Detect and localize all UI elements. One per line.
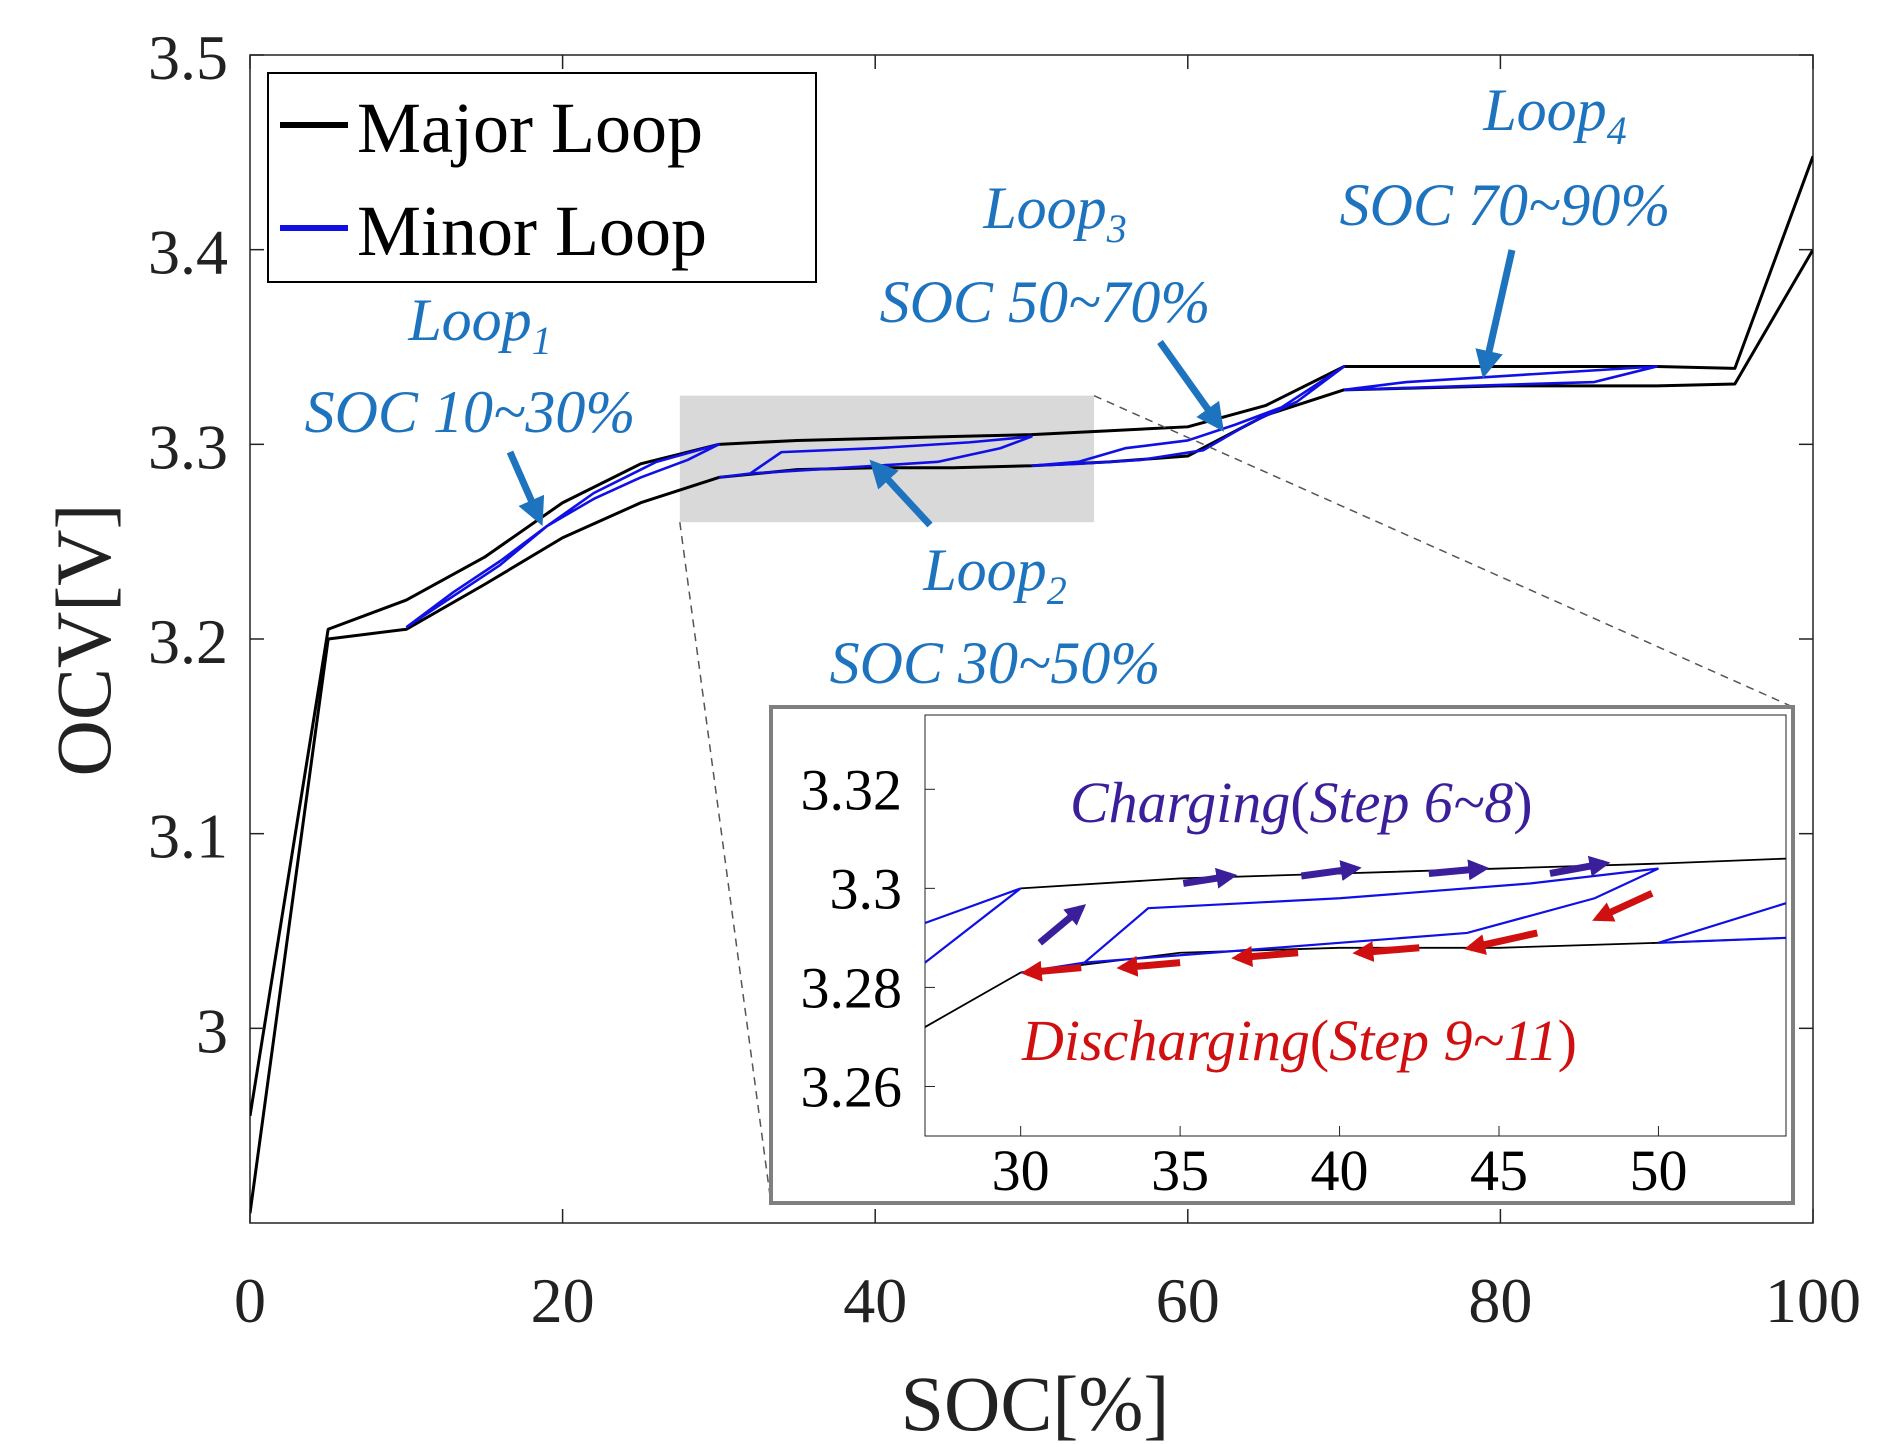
loop3-title: Loop3: [982, 175, 1126, 251]
minor-loop-line-3: [1343, 365, 1658, 392]
loop3-range: SOC 50~70%: [880, 269, 1211, 335]
discharging-arrow: [1464, 929, 1539, 955]
inset-arrows: [1020, 855, 1654, 982]
loop1-arrow: [506, 450, 545, 526]
inset-chart: 30 35 40 45 50 3.26 3.28 3.3 3.32 Charging(Step …: [769, 705, 1795, 1205]
discharging-label: Discharging(Step 9~11): [1021, 1008, 1577, 1073]
inset-y-tick-label: 3.32: [801, 757, 903, 822]
loop1-range: SOC 10~30%: [305, 379, 636, 445]
zoom-connectors: [679, 394, 1794, 1204]
charging-arrow: [1182, 867, 1238, 889]
inset-axis-ticks: 30 35 40 45 50 3.26 3.28 3.3 3.32: [801, 757, 1688, 1203]
inset-series: [925, 857, 1786, 1028]
loop1-title: Loop1: [407, 287, 551, 363]
y-tick-label: 3.1: [148, 801, 228, 872]
major-loop-line-0: [250, 155, 1813, 1117]
x-tick-label: 80: [1468, 1265, 1532, 1336]
legend: Major Loop Minor Loop: [267, 72, 817, 283]
minor-loop-line-1: [718, 435, 1033, 479]
zoom-region-highlight: [679, 395, 1095, 523]
discharging-arrow: [1116, 955, 1181, 977]
legend-box: [267, 72, 817, 283]
charging-label: Charging(Step 6~8): [1070, 770, 1533, 835]
inset-x-tick-label: 35: [1151, 1138, 1209, 1203]
inset-y-tick-label: 3.3: [830, 856, 903, 921]
discharging-arrow: [1592, 890, 1654, 922]
loop4-arrow: [1475, 249, 1516, 379]
inset-x-tick-label: 30: [992, 1138, 1050, 1203]
x-tick-label: 0: [234, 1265, 266, 1336]
inset-minor-line: [925, 887, 1022, 925]
loop2-title: Loop2: [922, 537, 1066, 613]
charging-arrow: [1549, 855, 1611, 877]
x-axis-title: SOC[%]: [901, 1360, 1170, 1444]
connector-line: [679, 522, 772, 1204]
y-tick-label: 3.2: [148, 606, 228, 677]
x-tick-label: 40: [843, 1265, 907, 1336]
inset-y-tick-label: 3.26: [801, 1054, 903, 1119]
inset-minor-line: [1658, 902, 1786, 944]
x-tick-label: 60: [1156, 1265, 1220, 1336]
charging-arrow: [1037, 904, 1087, 946]
charging-arrow: [1300, 860, 1362, 881]
legend-label-minor: Minor Loop: [357, 191, 707, 271]
legend-label-major: Major Loop: [357, 88, 703, 168]
main-axis-ticks: 0 20 40 60 80 100 3 3.1 3.2 3.3 3.4 3.5: [148, 22, 1861, 1336]
inset-major-line: [1020, 857, 1786, 890]
loop2-arrow: [869, 459, 933, 528]
inset-x-tick-label: 40: [1311, 1138, 1369, 1203]
loop-annotations: Loop1 SOC 10~30% Loop2 SOC 30~50% Loop3 SOC 5…: [305, 77, 1671, 696]
inset-y-tick-label: 3.28: [801, 955, 903, 1020]
discharging-arrow: [1231, 946, 1299, 967]
y-axis-title: OCV[V]: [40, 504, 127, 777]
x-tick-label: 100: [1765, 1265, 1861, 1336]
loop3-arrow: [1157, 339, 1224, 432]
y-tick-label: 3.4: [148, 217, 228, 288]
x-tick-label: 20: [531, 1265, 595, 1336]
main-series: [250, 155, 1813, 1214]
inset-minor-line: [1020, 867, 1659, 974]
minor-loop-line-0: [405, 443, 721, 629]
inset-x-tick-label: 50: [1629, 1138, 1687, 1203]
minor-loop-line-2: [1031, 365, 1346, 468]
inset-minor-line: [1658, 936, 1786, 944]
connector-line: [1093, 394, 1794, 708]
loop4-range: SOC 70~90%: [1340, 172, 1671, 238]
loop2-range: SOC 30~50%: [830, 630, 1161, 696]
loop4-title: Loop4: [1482, 77, 1626, 153]
y-tick-label: 3.3: [148, 411, 228, 482]
y-tick-label: 3: [196, 995, 228, 1066]
inset-minor-line: [925, 887, 1022, 964]
discharging-arrow: [1352, 941, 1420, 963]
discharging-arrow: [1020, 960, 1082, 982]
inset-x-tick-label: 45: [1470, 1138, 1528, 1203]
y-tick-label: 3.5: [148, 22, 228, 93]
charging-arrow: [1428, 859, 1490, 881]
